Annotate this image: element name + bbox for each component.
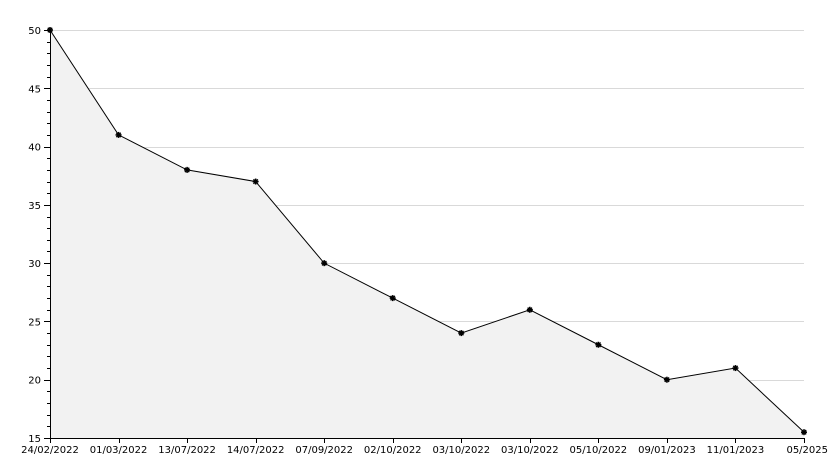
x-tick-label: 14/07/2022 <box>227 445 285 456</box>
x-tick-label: 03/10/2022 <box>501 445 559 456</box>
data-point <box>801 429 807 436</box>
data-point <box>458 330 465 337</box>
y-tick-label: 30 <box>28 259 41 270</box>
marker-stroke <box>390 295 396 301</box>
data-point <box>389 295 396 302</box>
y-tick-label: 35 <box>28 201 41 212</box>
x-tick-label: 07/09/2022 <box>295 445 353 456</box>
marker-stroke <box>664 377 670 383</box>
y-tick-label: 25 <box>28 317 41 328</box>
markers <box>47 27 807 436</box>
data-point <box>184 166 191 173</box>
marker-stroke <box>321 260 327 266</box>
series-line <box>49 29 805 433</box>
y-tick-label: 45 <box>28 84 41 95</box>
series-line-layer <box>49 29 805 433</box>
data-point <box>321 260 328 267</box>
data-point <box>663 376 670 383</box>
data-point <box>47 27 53 33</box>
marker-stroke <box>801 429 807 435</box>
x-tick-label: 05/10/2022 <box>570 445 628 456</box>
x-tick-label: 09/01/2023 <box>638 445 696 456</box>
x-tick-label: 05/2025 <box>786 445 828 456</box>
data-point <box>732 365 739 372</box>
y-tick-label: 15 <box>28 434 41 445</box>
tick-labels: 15 20 25 30 35 40 45 50 24/02/2022 01/03/2022 13/0… <box>21 26 828 456</box>
data-point <box>526 306 533 313</box>
x-tick-label: 24/02/2022 <box>21 445 79 456</box>
x-tick-label: 11/01/2023 <box>707 445 765 456</box>
data-point <box>252 178 259 185</box>
marker-stroke <box>595 342 602 348</box>
marker-stroke <box>252 178 259 185</box>
x-tick-label: 02/10/2022 <box>364 445 422 456</box>
marker-stroke <box>458 330 464 336</box>
marker-stroke <box>527 307 533 313</box>
y-tick-label: 50 <box>28 26 41 37</box>
x-tick-label: 01/03/2022 <box>90 445 148 456</box>
axes <box>44 30 805 443</box>
marker-stroke <box>732 365 739 371</box>
x-tick-label: 13/07/2022 <box>158 445 216 456</box>
data-point <box>595 341 602 348</box>
y-tick-label: 20 <box>28 376 41 387</box>
area-fill <box>50 30 804 438</box>
marker-stroke <box>115 132 122 138</box>
area-fill-layer <box>50 30 804 438</box>
x-tick-label: 03/10/2022 <box>432 445 490 456</box>
marker-stroke <box>184 167 190 173</box>
marker-stroke <box>47 27 53 33</box>
y-tick-label: 40 <box>28 143 41 154</box>
data-point <box>115 131 122 138</box>
